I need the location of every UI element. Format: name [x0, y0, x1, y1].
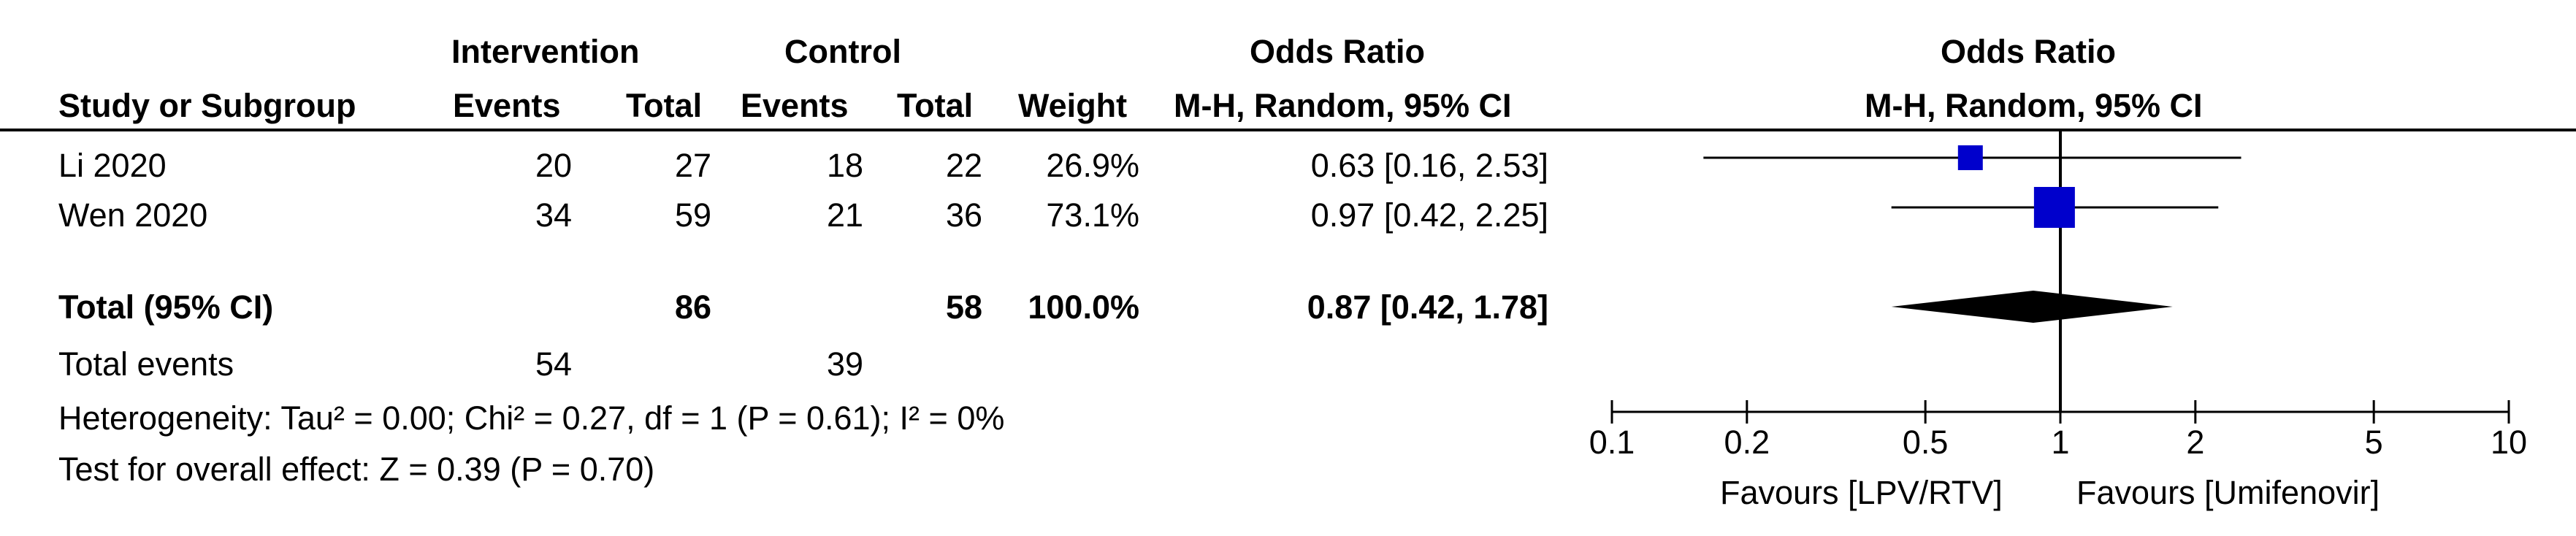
total-intervention: 27 — [674, 147, 711, 184]
plot-title: Odds Ratio — [1941, 33, 2117, 70]
plot-subtitle: M-H, Random, 95% CI — [1865, 87, 2203, 124]
x-axis-tick-label: 10 — [2491, 424, 2527, 461]
events-intervention: 34 — [535, 196, 572, 234]
x-axis-tick-label: 0.5 — [1903, 424, 1949, 461]
total-events-label: Total events — [58, 345, 234, 383]
heterogeneity-text: Heterogeneity: Tau² = 0.00; Chi² = 0.27,… — [58, 399, 1005, 437]
total-events-intervention: 54 — [535, 345, 572, 383]
total-weight: 100.0% — [1028, 288, 1139, 326]
pooled-estimate-diamond — [1891, 291, 2173, 323]
total-or-ci-text: 0.87 [0.42, 1.78] — [1307, 288, 1548, 326]
study-name: Wen 2020 — [58, 196, 208, 234]
weight: 73.1% — [1046, 196, 1139, 234]
weight: 26.9% — [1046, 147, 1139, 184]
study-point-marker — [1957, 145, 1983, 170]
x-axis-tick-label: 0.2 — [1724, 424, 1770, 461]
events-intervention: 20 — [535, 147, 572, 184]
total-intervention: 86 — [674, 288, 711, 326]
x-axis-tick-label: 5 — [2365, 424, 2383, 461]
column-header-events-intervention: Events — [453, 87, 561, 124]
study-point-marker — [2033, 187, 2075, 228]
column-header-events-control: Events — [741, 87, 849, 124]
total-label: Total (95% CI) — [58, 288, 274, 326]
header-divider — [0, 129, 2576, 131]
study-name: Li 2020 — [58, 147, 167, 184]
events-control: 21 — [826, 196, 863, 234]
total-control: 22 — [945, 147, 982, 184]
intervention-group-header: Intervention — [451, 33, 640, 70]
overall-effect-text: Test for overall effect: Z = 0.39 (P = 0… — [58, 451, 655, 488]
favours-left-label: Favours [LPV/RTV] — [1720, 474, 2003, 511]
total-intervention: 59 — [674, 196, 711, 234]
or-ci-text: 0.63 [0.16, 2.53] — [1310, 147, 1548, 184]
control-group-header: Control — [784, 33, 901, 70]
events-control: 18 — [826, 147, 863, 184]
column-header-total-control: Total — [897, 87, 974, 124]
total-events-control: 39 — [826, 345, 863, 383]
x-axis-tick-label: 0.1 — [1589, 424, 1635, 461]
total-control: 58 — [945, 288, 982, 326]
favours-right-label: Favours [Umifenovir] — [2076, 474, 2380, 511]
total-control: 36 — [945, 196, 982, 234]
column-header-or-ci: M-H, Random, 95% CI — [1174, 87, 1512, 124]
x-axis-tick-label: 2 — [2186, 424, 2204, 461]
x-axis-tick-label: 1 — [2051, 424, 2069, 461]
column-header-total-intervention: Total — [626, 87, 703, 124]
odds-ratio-header: Odds Ratio — [1250, 33, 1426, 70]
column-header-study: Study or Subgroup — [58, 87, 356, 124]
column-header-weight: Weight — [1018, 87, 1128, 124]
or-ci-text: 0.97 [0.42, 2.25] — [1310, 196, 1548, 234]
